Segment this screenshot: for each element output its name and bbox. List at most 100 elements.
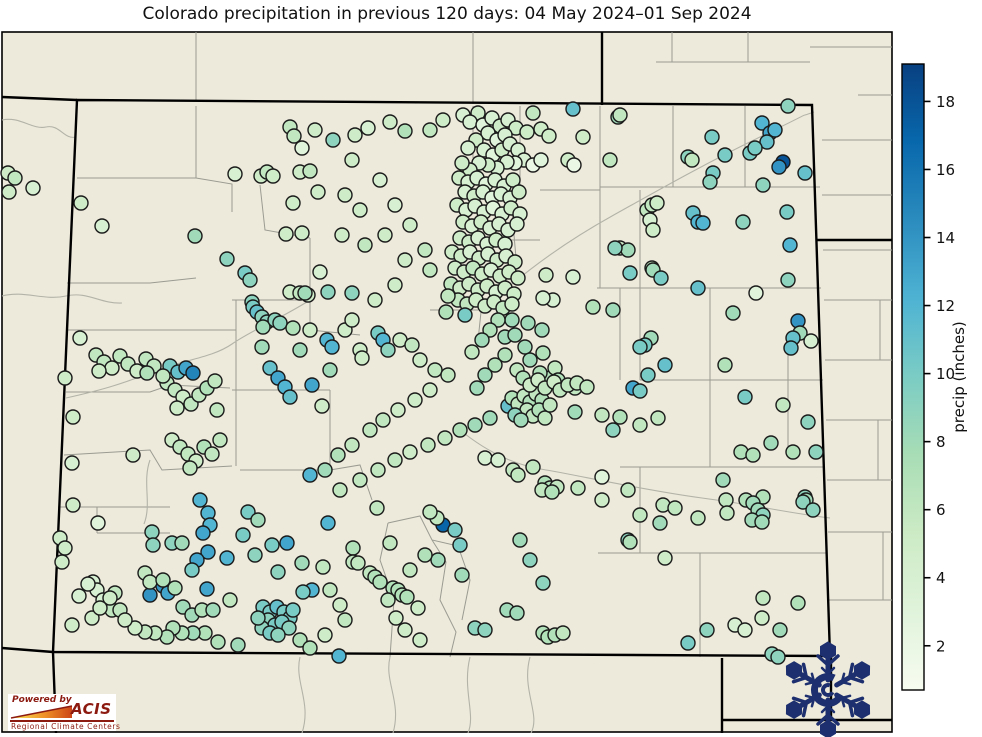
station-dot (375, 412, 391, 428)
station-dot (725, 305, 741, 321)
station-dot (317, 627, 333, 643)
station-dot (307, 122, 323, 138)
station-dot (278, 226, 294, 242)
station-dot (142, 587, 158, 603)
station-dot (517, 339, 533, 355)
station-dot (265, 168, 281, 184)
station-dot (490, 452, 506, 468)
snowflake-arm (804, 672, 816, 686)
station-dot (145, 537, 161, 553)
station-dot (767, 122, 783, 138)
station-dot (542, 397, 558, 413)
station-dot (747, 140, 763, 156)
snowflake-arm-tip (853, 700, 871, 719)
station-dot (255, 319, 271, 335)
station-dot (125, 447, 141, 463)
station-dot (281, 620, 297, 636)
station-dot (607, 240, 623, 256)
station-dot (427, 362, 443, 378)
station-dot (312, 264, 328, 280)
station-dot (390, 402, 406, 418)
station-dot (167, 580, 183, 596)
station-dot (350, 555, 366, 571)
station-dot (605, 422, 621, 438)
colorbar-tick-label: 4 (936, 569, 946, 587)
station-dot (344, 437, 360, 453)
station-dot (304, 377, 320, 393)
station-dot (285, 602, 301, 618)
station-dot (522, 352, 538, 368)
station-dot (344, 285, 360, 301)
station-dot (482, 410, 498, 426)
station-dot (622, 265, 638, 281)
station-dot (763, 435, 779, 451)
station-dot (182, 460, 198, 476)
station-dot (555, 625, 571, 641)
station-dot (80, 576, 96, 592)
station-dot (602, 152, 618, 168)
station-dot (772, 622, 788, 638)
station-dot (262, 360, 278, 376)
station-dot (235, 527, 251, 543)
station-dot (264, 537, 280, 553)
station-dot (570, 480, 586, 496)
station-dot (205, 602, 221, 618)
colorbar-tick-label: 14 (936, 229, 955, 247)
station-dot (783, 340, 799, 356)
station-dot (653, 270, 669, 286)
station-dot (204, 446, 220, 462)
station-dot (402, 562, 418, 578)
station-dot (7, 170, 23, 186)
station-dot (412, 632, 428, 648)
snowflake-arm (791, 696, 809, 718)
station-dot (800, 414, 816, 430)
station-dot (507, 327, 523, 343)
station-dot (377, 227, 393, 243)
station-dot (748, 285, 764, 301)
snowflake-arm (840, 694, 852, 708)
station-dot (242, 272, 258, 288)
station-dot (320, 284, 336, 300)
station-dot (219, 251, 235, 267)
acis-logo: Powered by ACIS Regional Climate Centers (8, 694, 120, 731)
station-dot (397, 622, 413, 638)
station-dot (487, 357, 503, 373)
station-dot (513, 412, 529, 428)
station-dot (566, 157, 582, 173)
station-dot (780, 272, 796, 288)
station-dot (250, 512, 266, 528)
station-dot (380, 592, 396, 608)
station-dot (805, 502, 821, 518)
station-dot (270, 627, 286, 643)
station-dot (292, 342, 308, 358)
station-dot (430, 552, 446, 568)
station-dot (505, 172, 521, 188)
station-dot (292, 632, 308, 648)
station-dot (779, 204, 795, 220)
county-boundaries (58, 32, 892, 658)
station-dot (477, 367, 493, 383)
station-dot (422, 504, 438, 520)
station-dot (585, 299, 601, 315)
station-dot (73, 195, 89, 211)
station-dot (297, 285, 313, 301)
station-dot (718, 492, 734, 508)
station-dot (302, 467, 318, 483)
station-dot (399, 589, 415, 605)
station-dot (25, 180, 41, 196)
station-dot (684, 152, 700, 168)
station-dot (337, 187, 353, 203)
station-dot (344, 312, 360, 328)
station-dot (417, 242, 433, 258)
station-dot (452, 537, 468, 553)
station-dot (650, 410, 666, 426)
station-dot (759, 134, 775, 150)
station-dot (64, 617, 80, 633)
station-dot (382, 535, 398, 551)
station-dot (139, 365, 155, 381)
station-dot (719, 505, 735, 521)
station-dot (775, 397, 791, 413)
station-dot (142, 574, 158, 590)
station-dot (702, 174, 718, 190)
station-dot (272, 315, 288, 331)
